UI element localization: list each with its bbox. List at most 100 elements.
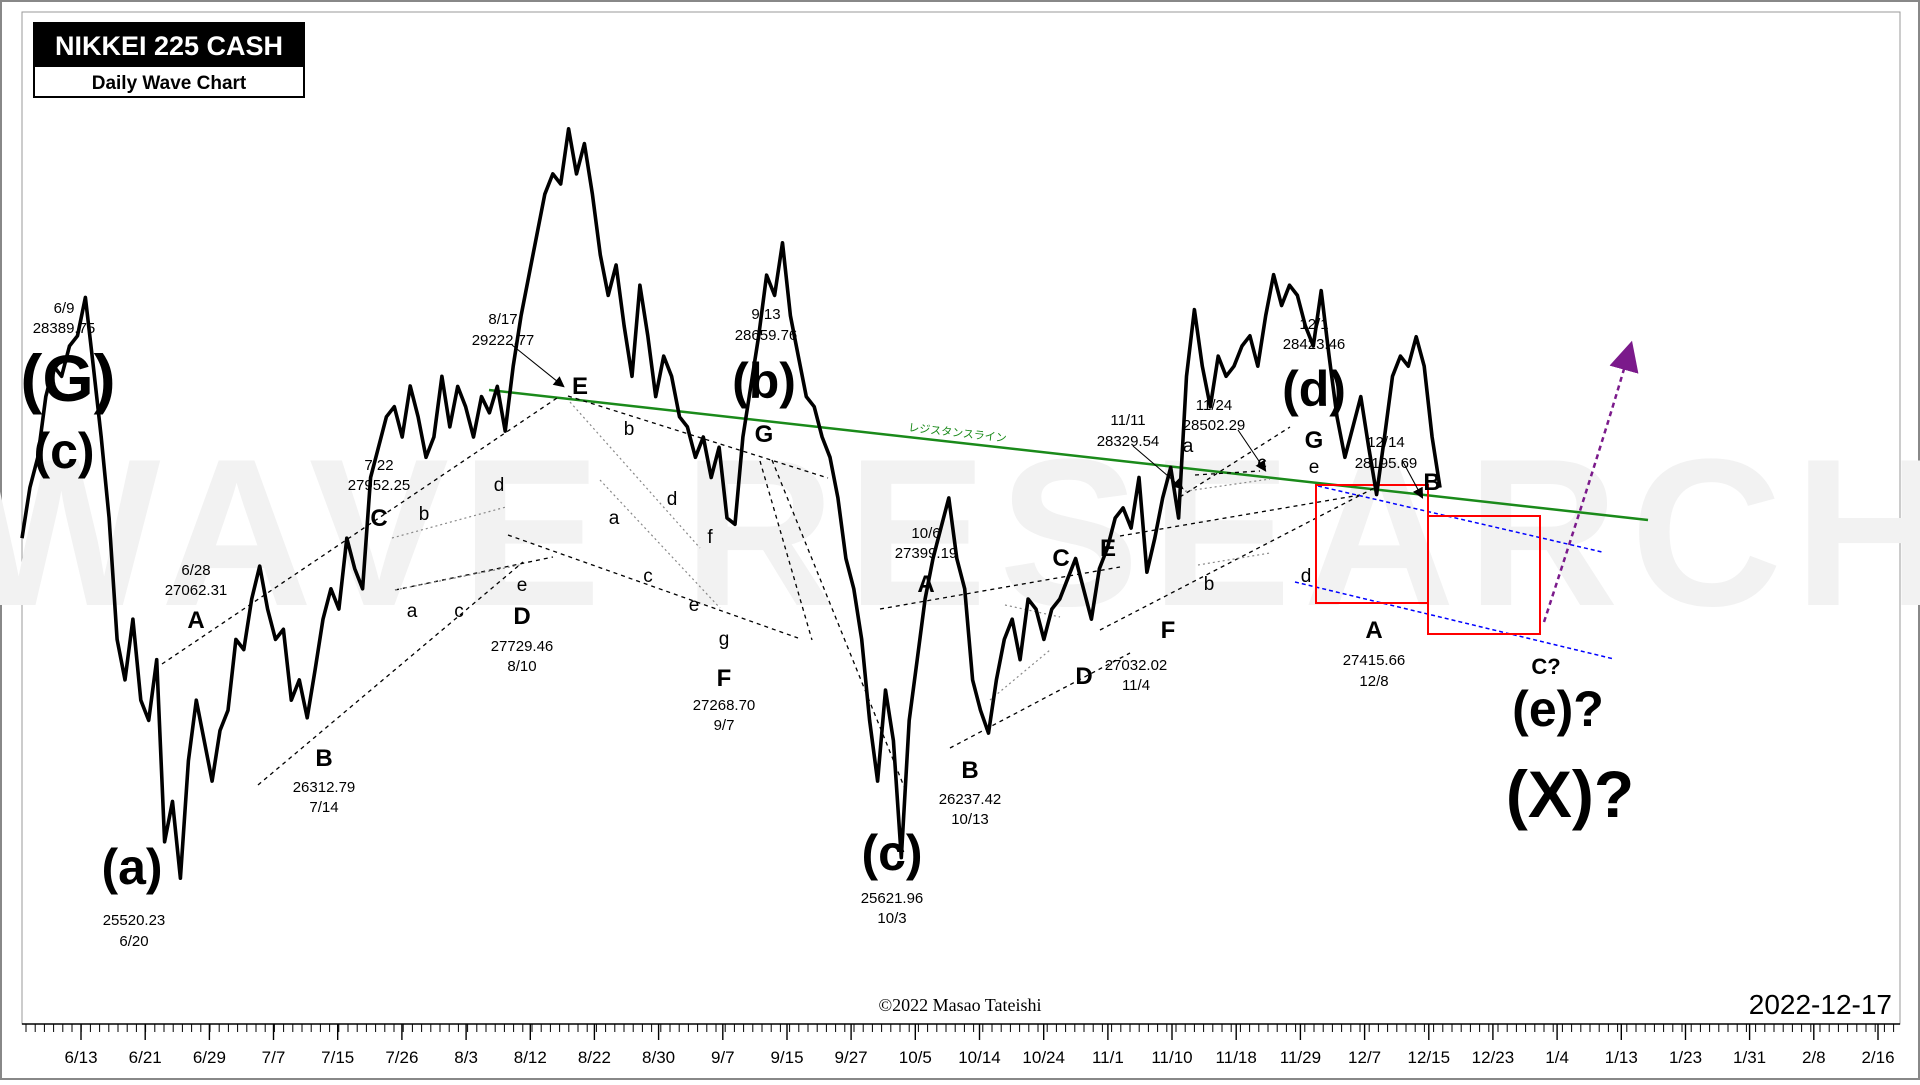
x-tick-label: 6/21 — [129, 1048, 162, 1067]
wave-label: a — [1183, 436, 1194, 457]
wave-label: f — [707, 527, 713, 548]
wave-label: (a) — [101, 839, 162, 895]
x-tick-label: 12/23 — [1472, 1048, 1515, 1067]
annotation-value: 25621.96 — [861, 890, 924, 907]
wave-label: C — [370, 505, 387, 532]
x-tick-label: 11/18 — [1216, 1048, 1257, 1067]
watermark: WAVE RESEARCH — [0, 415, 1920, 650]
projection-arrow — [1542, 340, 1639, 623]
annotation-date: 7/22 — [364, 457, 393, 474]
wave-label: A — [917, 571, 934, 598]
x-tick-label: 7/7 — [262, 1048, 286, 1067]
wave-label: (e)? — [1512, 681, 1604, 737]
x-tick-label: 8/3 — [454, 1048, 478, 1067]
annotation-value: 27729.46 — [491, 638, 554, 655]
wave-label: B — [1423, 469, 1440, 496]
x-tick-label: 8/30 — [642, 1048, 675, 1067]
wave-label: A — [187, 607, 204, 634]
wave-label: c — [454, 601, 464, 622]
title-box: NIKKEI 225 CASH Daily Wave Chart — [33, 22, 305, 98]
x-tick-label: 2/16 — [1861, 1048, 1894, 1067]
wave-label: (c) — [861, 825, 922, 881]
annotation-value: 26237.42 — [939, 791, 1002, 808]
wave-label: d — [494, 475, 505, 496]
chart-title: NIKKEI 225 CASH — [55, 31, 283, 61]
x-tick-label: 1/4 — [1545, 1048, 1569, 1067]
wave-label: (G) — [20, 341, 115, 415]
annotation-date: 10/3 — [877, 910, 906, 927]
wave-label: C? — [1531, 654, 1560, 679]
annotation-value: 28423.46 — [1283, 336, 1346, 353]
annotation-date: 10/13 — [951, 811, 989, 828]
wave-label: D — [513, 603, 530, 630]
annotation-date: 7/14 — [309, 799, 338, 816]
intermediate-wave-labels: A B C D E F G A B C D E F G A B C? — [187, 373, 1560, 784]
x-tick-label: 9/27 — [835, 1048, 868, 1067]
wave-label: c — [643, 566, 653, 587]
x-tick-label: 9/7 — [711, 1048, 735, 1067]
annotation-date: 9/13 — [751, 306, 780, 323]
annotation-value: 27062.31 — [165, 582, 228, 599]
annotation-value: 25520.23 — [103, 912, 166, 929]
annotation-value: 28389.75 — [33, 320, 96, 337]
blue-channel — [1294, 485, 1615, 660]
annotation-date: 8/17 — [488, 311, 517, 328]
x-tick-label: 1/23 — [1669, 1048, 1702, 1067]
annotation-date: 12/8 — [1359, 673, 1388, 690]
wave-label: e — [689, 595, 700, 616]
wave-label: (c) — [33, 423, 94, 479]
wave-label: d — [1301, 566, 1312, 587]
annotation-date: 6/9 — [54, 300, 75, 317]
x-tick-label: 12/15 — [1408, 1048, 1451, 1067]
wave-label: g — [719, 629, 730, 650]
annotation-date: 11/24 — [1196, 397, 1232, 414]
x-tick-label: 6/29 — [193, 1048, 226, 1067]
wave-label: c — [1257, 453, 1267, 474]
x-tick-label: 12/7 — [1348, 1048, 1381, 1067]
x-tick-label: 7/26 — [385, 1048, 418, 1067]
minor-wave-labels: a b c d e a b c d e f g a b c d e — [407, 419, 1320, 650]
wave-label: D — [1075, 663, 1092, 690]
price-annotations: 6/9 28389.75 25520.23 6/20 6/28 27062.31… — [33, 300, 1418, 950]
date-stamp: 2022-12-17 — [1749, 989, 1892, 1020]
annotation-value: 27032.02 — [1105, 657, 1168, 674]
annotation-date: 8/10 — [507, 658, 536, 675]
price-line — [20, 127, 1442, 880]
wave-label: F — [1161, 617, 1176, 644]
wave-label: G — [1305, 427, 1324, 454]
wave-label: b — [624, 419, 635, 440]
wave-label: b — [419, 504, 430, 525]
x-tick-label: 2/8 — [1802, 1048, 1826, 1067]
annotation-date: 10/6 — [911, 525, 940, 542]
x-tick-label: 10/24 — [1022, 1048, 1065, 1067]
annotation-arrows — [511, 344, 1424, 499]
x-tick-label: 10/14 — [958, 1048, 1001, 1067]
annotation-value: 27399.19 — [895, 545, 958, 562]
wave-label: F — [717, 665, 732, 692]
x-tick-label: 10/5 — [899, 1048, 932, 1067]
wave-label: E — [1100, 535, 1116, 562]
annotation-date: 6/20 — [119, 933, 148, 950]
wave-label: (b) — [732, 353, 796, 409]
primary-wave-labels: (G) (c) (a) (b) (c) (d) (e)? (X)? — [20, 341, 1634, 895]
annotation-value: 28502.29 — [1183, 417, 1246, 434]
x-tick-label: 6/13 — [64, 1048, 97, 1067]
x-tick-label: 8/12 — [514, 1048, 547, 1067]
wave-label: a — [407, 601, 418, 622]
wave-label: G — [755, 421, 774, 448]
x-tick-label: 7/15 — [321, 1048, 354, 1067]
wave-label: b — [1204, 574, 1215, 595]
annotation-value: 27952.25 — [348, 477, 411, 494]
annotation-value: 28195.69 — [1355, 455, 1418, 472]
wave-label: (X)? — [1506, 757, 1634, 831]
x-tick-label: 9/15 — [770, 1048, 803, 1067]
annotation-date: 12/1 — [1299, 316, 1328, 333]
annotation-value: 28329.54 — [1097, 433, 1160, 450]
annotation-date: 11/11 — [1110, 412, 1145, 429]
wave-label: (d) — [1282, 361, 1346, 417]
annotation-date: 9/7 — [714, 717, 735, 734]
wave-label: E — [572, 373, 588, 400]
x-tick-label: 11/29 — [1280, 1048, 1321, 1067]
